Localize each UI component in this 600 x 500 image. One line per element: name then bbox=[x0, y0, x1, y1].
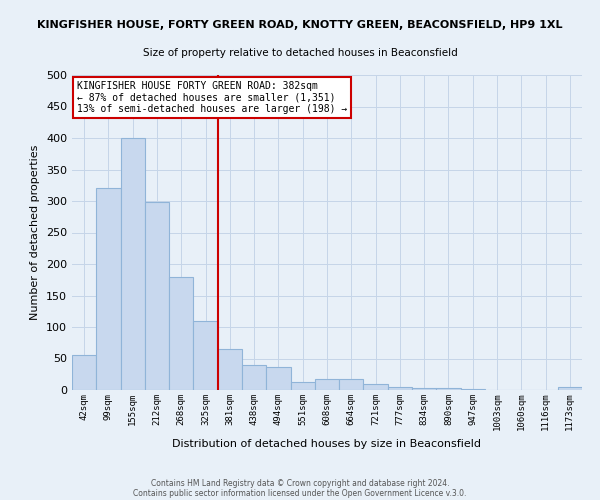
Text: Contains HM Land Registry data © Crown copyright and database right 2024.: Contains HM Land Registry data © Crown c… bbox=[151, 478, 449, 488]
Bar bbox=[461, 388, 485, 390]
Text: Contains public sector information licensed under the Open Government Licence v.: Contains public sector information licen… bbox=[133, 488, 467, 498]
Text: Size of property relative to detached houses in Beaconsfield: Size of property relative to detached ho… bbox=[143, 48, 457, 58]
Bar bbox=[242, 365, 266, 390]
Bar bbox=[193, 320, 218, 390]
Bar bbox=[290, 382, 315, 390]
Bar bbox=[339, 378, 364, 390]
Text: KINGFISHER HOUSE FORTY GREEN ROAD: 382sqm
← 87% of detached houses are smaller (: KINGFISHER HOUSE FORTY GREEN ROAD: 382sq… bbox=[77, 82, 347, 114]
Bar bbox=[145, 202, 169, 390]
Text: KINGFISHER HOUSE, FORTY GREEN ROAD, KNOTTY GREEN, BEACONSFIELD, HP9 1XL: KINGFISHER HOUSE, FORTY GREEN ROAD, KNOT… bbox=[37, 20, 563, 30]
Bar bbox=[388, 387, 412, 390]
Bar bbox=[558, 387, 582, 390]
Bar bbox=[315, 378, 339, 390]
Bar bbox=[436, 388, 461, 390]
Bar bbox=[121, 138, 145, 390]
Bar bbox=[169, 276, 193, 390]
Bar bbox=[412, 388, 436, 390]
Y-axis label: Number of detached properties: Number of detached properties bbox=[31, 145, 40, 320]
Bar bbox=[266, 366, 290, 390]
X-axis label: Distribution of detached houses by size in Beaconsfield: Distribution of detached houses by size … bbox=[173, 438, 482, 448]
Bar bbox=[218, 349, 242, 390]
Bar bbox=[96, 188, 121, 390]
Bar bbox=[364, 384, 388, 390]
Bar bbox=[72, 356, 96, 390]
